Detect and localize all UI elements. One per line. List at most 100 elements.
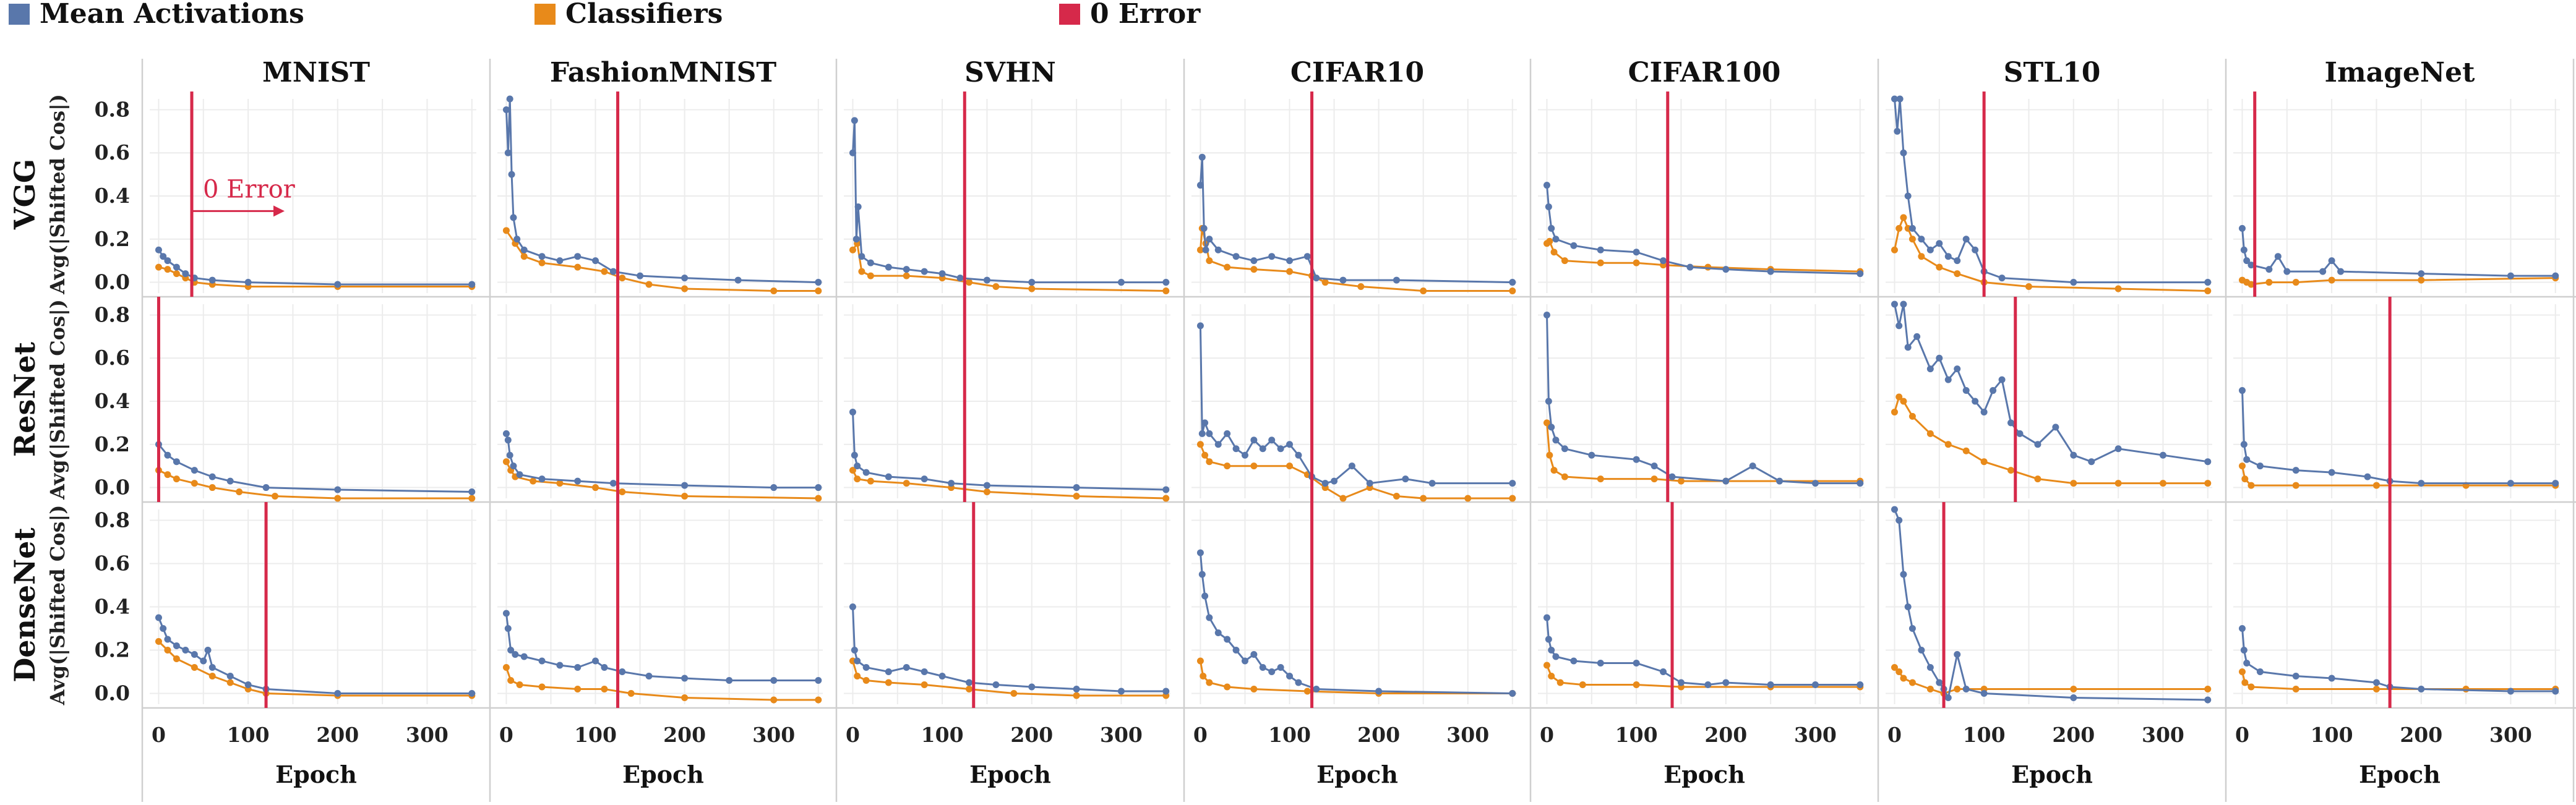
panel-vgg-cifar10 bbox=[1191, 92, 1517, 297]
series-mean-point bbox=[2292, 673, 2299, 679]
series-classifiers-point bbox=[1944, 441, 1952, 448]
series-mean-point bbox=[609, 268, 617, 275]
series-classifiers-point bbox=[627, 690, 635, 697]
series-mean-point bbox=[2243, 257, 2251, 265]
series-mean-point bbox=[508, 171, 515, 178]
series-mean-point bbox=[2256, 668, 2264, 675]
series-mean-point bbox=[1509, 279, 1516, 286]
series-classifiers-point bbox=[226, 679, 234, 686]
series-mean-point bbox=[1202, 246, 1209, 253]
series-classifiers-point bbox=[155, 638, 162, 645]
series-mean-point bbox=[2070, 694, 2077, 701]
series-classifiers-point bbox=[1543, 419, 1550, 427]
series-mean-point bbox=[1570, 242, 1578, 249]
series-mean-point bbox=[1348, 462, 1355, 470]
series-classifiers-point bbox=[1954, 686, 1961, 692]
series-classifiers-point bbox=[1633, 259, 1640, 266]
series-mean-point bbox=[1201, 419, 1209, 427]
series-classifiers-point bbox=[502, 458, 510, 466]
series-classifiers-point bbox=[1597, 259, 1604, 266]
series-mean-point bbox=[502, 430, 510, 437]
series-mean-point bbox=[849, 603, 856, 610]
y-tick-label: 0.8 bbox=[95, 97, 130, 121]
series-mean-point bbox=[1857, 480, 1864, 487]
row-label-vgg: VGG bbox=[8, 159, 41, 230]
series-mean-point bbox=[770, 677, 778, 684]
series-mean-point bbox=[815, 484, 822, 492]
y-axis-label: Avg(|Shifted Cos|) bbox=[46, 299, 69, 500]
series-mean-point bbox=[1990, 387, 1997, 394]
panels: 0 Error bbox=[141, 59, 2576, 802]
series-mean-point bbox=[2265, 266, 2273, 273]
x-tick-label: 200 bbox=[663, 723, 706, 747]
series-classifiers-point bbox=[1677, 477, 1685, 485]
series-mean-point bbox=[2007, 419, 2015, 427]
series-mean-point bbox=[2319, 268, 2327, 275]
series-mean-point bbox=[1944, 694, 1952, 701]
series-classifiers-point bbox=[1597, 475, 1604, 483]
series-mean-point bbox=[1908, 224, 1916, 232]
series-mean-point bbox=[2328, 469, 2335, 476]
y-tick-label: 0.0 bbox=[95, 681, 130, 705]
series-mean-point bbox=[208, 664, 216, 671]
series-mean-point bbox=[849, 408, 856, 415]
series-mean-point bbox=[1588, 451, 1595, 459]
panel-resnet-cifar10 bbox=[1191, 297, 1517, 502]
series-classifiers-point bbox=[854, 673, 861, 679]
series-classifiers-point bbox=[1286, 462, 1294, 470]
series-mean-point bbox=[334, 281, 341, 288]
series-mean-point bbox=[1904, 603, 1912, 610]
series-mean-point bbox=[1268, 253, 1276, 260]
series-classifiers-point bbox=[2241, 475, 2249, 483]
series-classifiers-point bbox=[2248, 482, 2255, 489]
series-classifiers-point bbox=[1420, 288, 1427, 295]
series-mean-point bbox=[1908, 625, 1916, 632]
series-mean-point bbox=[1926, 365, 1934, 373]
series-mean-point bbox=[1259, 445, 1266, 453]
series-classifiers-point bbox=[1900, 214, 1907, 221]
series-mean-point bbox=[2328, 257, 2335, 265]
series-mean-point bbox=[1543, 311, 1550, 318]
series-mean-point bbox=[164, 636, 171, 643]
x-tick-label: 300 bbox=[1100, 723, 1143, 747]
series-mean-point bbox=[1117, 688, 1125, 695]
series-mean-point bbox=[1214, 246, 1222, 253]
series-mean-point bbox=[862, 469, 870, 476]
series-classifiers-point bbox=[1509, 495, 1516, 502]
panel-resnet-fashionmnist bbox=[497, 297, 823, 502]
series-mean-point bbox=[1896, 322, 1903, 330]
series-mean-point bbox=[191, 467, 198, 474]
series-classifiers-point bbox=[1162, 495, 1170, 502]
series-mean-point bbox=[1597, 246, 1604, 253]
series-classifiers-point bbox=[164, 266, 171, 273]
series-mean-point bbox=[1954, 651, 1961, 658]
series-classifiers-point bbox=[867, 272, 874, 279]
series-mean-line bbox=[1546, 315, 1860, 485]
series-mean-point bbox=[1250, 257, 1258, 265]
series-classifiers-point bbox=[1954, 270, 1961, 278]
series-classifiers-point bbox=[1393, 493, 1400, 500]
series-mean-point bbox=[1954, 257, 1961, 265]
series-mean-point bbox=[592, 257, 599, 265]
series-classifiers-point bbox=[2265, 279, 2273, 286]
row-label-densenet: DenseNet bbox=[8, 527, 41, 683]
series-mean-point bbox=[867, 259, 874, 266]
series-classifiers-point bbox=[1579, 681, 1586, 688]
series-mean-point bbox=[1232, 445, 1240, 453]
series-classifiers-point bbox=[2204, 480, 2212, 487]
series-mean-point bbox=[851, 117, 858, 124]
series-classifiers-point bbox=[1891, 408, 1898, 415]
series-mean-point bbox=[2552, 480, 2559, 487]
series-mean-point bbox=[1900, 571, 1907, 578]
series-classifiers-point bbox=[538, 683, 546, 691]
x-tick-label: 100 bbox=[1963, 723, 2006, 747]
series-mean-point bbox=[502, 106, 510, 113]
series-mean-point bbox=[1686, 263, 1694, 271]
series-classifiers-point bbox=[601, 686, 608, 692]
series-classifiers-point bbox=[502, 227, 510, 234]
x-tick-label: 200 bbox=[2052, 723, 2095, 747]
series-classifiers-point bbox=[1224, 683, 1231, 691]
series-mean-point bbox=[200, 657, 207, 665]
series-mean-point bbox=[1891, 506, 1898, 513]
x-axis-label: Epoch bbox=[2011, 760, 2093, 788]
